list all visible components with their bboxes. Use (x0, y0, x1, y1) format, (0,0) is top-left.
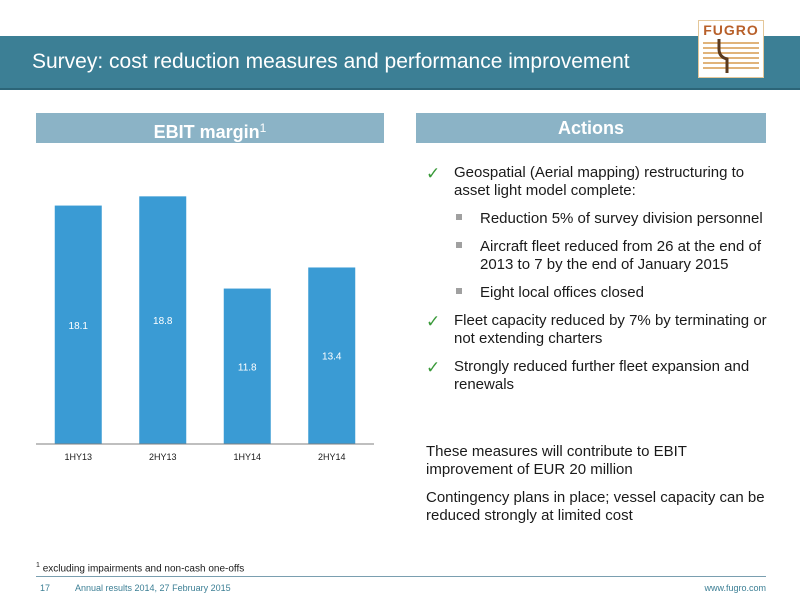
footer-doc-title: Annual results 2014, 27 February 2015 (75, 583, 231, 593)
x-tick-label: 1HY13 (64, 452, 92, 462)
bar-value-label: 18.1 (69, 321, 89, 332)
ebit-margin-chart: 18.1 1HY13 18.8 2HY13 11.8 1HY14 13.4 2HY14 (36, 196, 374, 462)
bar-value-label: 18.8 (153, 316, 173, 327)
bar-1HY14 (223, 288, 271, 444)
actions-list: ✓ Geospatial (Aerial mapping) restructur… (426, 164, 772, 404)
sub-item: Eight local offices closed (426, 284, 772, 302)
sub-item: Aircraft fleet reduced from 26 at the en… (426, 238, 772, 274)
footer-divider (36, 576, 766, 577)
ebit-margin-header: EBIT margin1 (36, 113, 384, 143)
footnote-marker: 1 (36, 562, 40, 569)
page-number: 17 (40, 583, 51, 593)
square-bullet-icon (456, 214, 462, 220)
bar-2HY13 (139, 196, 187, 444)
logo-text: FUGRO (703, 22, 759, 38)
square-bullet-icon (456, 242, 462, 248)
x-tick-label: 1HY14 (233, 452, 261, 462)
actions-header: Actions (416, 113, 766, 143)
footer-url[interactable]: www.fugro.com (704, 583, 766, 593)
action-item: ✓ Fleet capacity reduced by 7% by termin… (426, 312, 772, 348)
measures-summary: These measures will contribute to EBIT i… (426, 443, 772, 535)
bar-value-label: 11.8 (238, 362, 257, 373)
square-bullet-icon (456, 288, 462, 294)
measures-statement: Contingency plans in place; vessel capac… (426, 489, 765, 524)
bar-value-label: 13.4 (322, 352, 342, 363)
action-text: Geospatial (Aerial mapping) restructurin… (454, 164, 745, 199)
sub-item: Reduction 5% of survey division personne… (426, 210, 772, 228)
bar-2HY14 (308, 267, 356, 444)
check-icon: ✓ (426, 164, 441, 183)
action-item: ✓ Strongly reduced further fleet expansi… (426, 358, 772, 394)
footnote-text: excluding impairments and non-cash one-o… (42, 563, 245, 575)
action-text: Fleet capacity reduced by 7% by terminat… (454, 312, 767, 347)
logo-mark-icon (703, 39, 759, 73)
fugro-logo: FUGRO (698, 20, 764, 78)
action-text: Strongly reduced further fleet expansion… (454, 358, 750, 393)
action-item: ✓ Geospatial (Aerial mapping) restructur… (426, 164, 772, 200)
ebit-header-footnote-ref: 1 (259, 121, 267, 135)
title-bar: Survey: cost reduction measures and perf… (0, 36, 800, 90)
sub-item-text: Aircraft fleet reduced from 26 at the en… (480, 238, 761, 273)
ebit-header-label: EBIT margin (153, 122, 260, 142)
measures-statement: These measures will contribute to EBIT i… (426, 443, 687, 478)
check-icon: ✓ (426, 312, 441, 331)
slide-title: Survey: cost reduction measures and perf… (32, 50, 630, 73)
x-tick-label: 2HY14 (318, 452, 346, 462)
check-icon: ✓ (426, 358, 441, 377)
sub-item-text: Eight local offices closed (480, 284, 644, 301)
sub-item-text: Reduction 5% of survey division personne… (480, 210, 763, 227)
x-tick-label: 2HY13 (149, 452, 177, 462)
bar-1HY13 (54, 205, 102, 444)
footnote: 1 excluding impairments and non-cash one… (36, 562, 244, 574)
